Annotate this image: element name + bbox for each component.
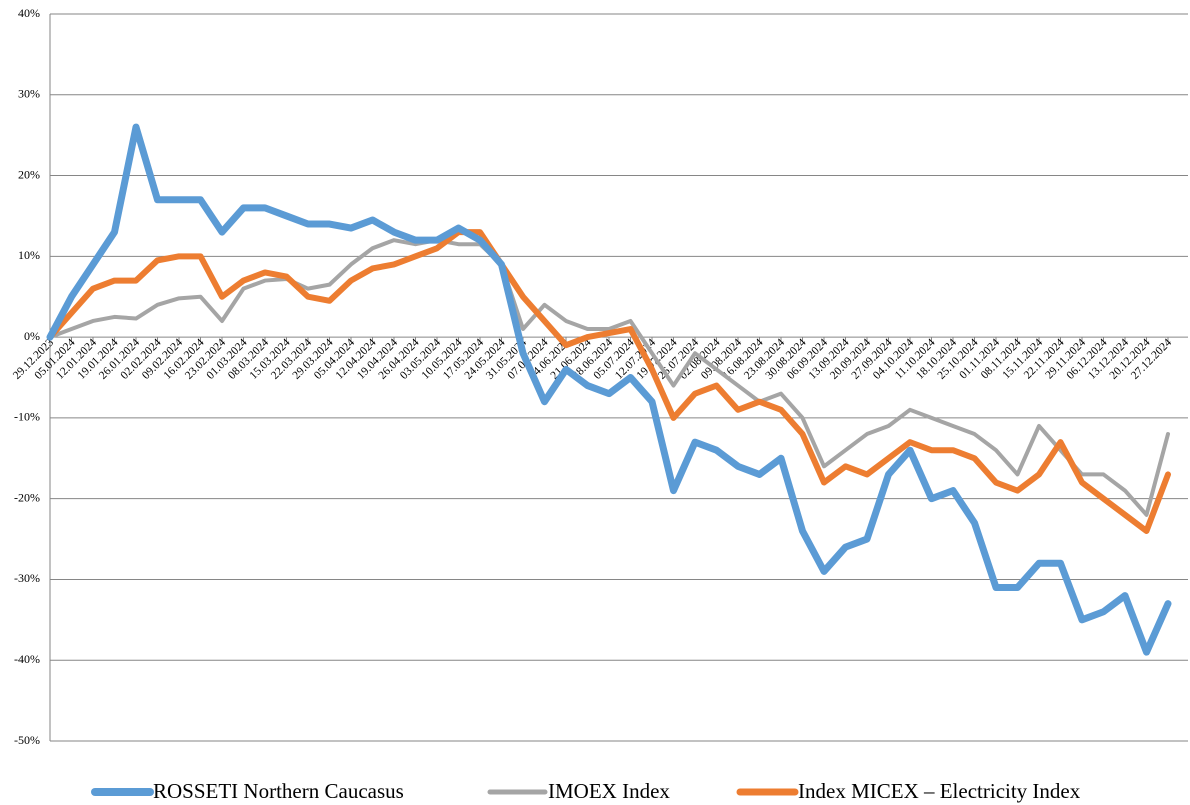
y-tick-label: -40%: [14, 652, 40, 666]
y-tick-label: 0%: [24, 329, 40, 343]
y-tick-label: -50%: [14, 733, 40, 747]
y-tick-label: 10%: [18, 248, 40, 262]
y-tick-label: 20%: [18, 167, 40, 181]
series-line: [48, 238, 1170, 517]
y-tick-label: -10%: [14, 410, 40, 424]
legend-label: Index MICEX – Electricity Index: [798, 779, 1081, 803]
series-line: [46, 123, 1172, 656]
legend-label: IMOEX Index: [548, 779, 670, 803]
y-tick-label: -20%: [14, 490, 40, 504]
y-tick-label: 40%: [18, 6, 40, 20]
legend-label: ROSSETI Northern Caucasus: [153, 779, 404, 803]
series-line: [47, 229, 1171, 534]
y-tick-label: 30%: [18, 87, 40, 101]
y-tick-label: -30%: [14, 571, 40, 585]
